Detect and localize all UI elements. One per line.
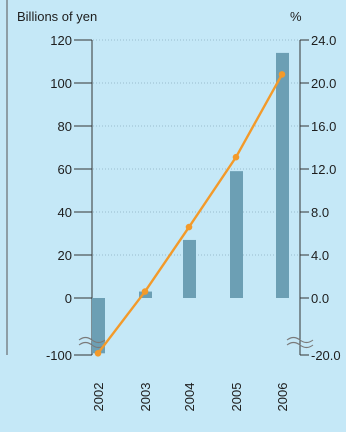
y-axis-right-tick-label: 0.0 xyxy=(311,291,329,306)
bar xyxy=(230,171,243,298)
bar xyxy=(92,298,105,354)
line-point xyxy=(141,288,149,295)
line-point xyxy=(278,71,286,78)
axis-break-mark xyxy=(286,336,314,344)
bar xyxy=(276,52,289,299)
line-point xyxy=(94,349,102,357)
y-axis-right-tick-label: 20.0 xyxy=(311,76,336,91)
axes: 120 100 80 60 40 20 0 -100 24.0 20.0 16.0 12.0 8.0 4.… xyxy=(46,33,341,363)
bar-series xyxy=(92,52,289,354)
x-axis-tick-label: 2004 xyxy=(182,383,197,412)
y-axis-right-tick-label: 12.0 xyxy=(311,162,336,177)
y-axis-left-tick-label: 60 xyxy=(58,162,72,177)
y-axis-left-label: Billions of yen xyxy=(17,9,97,24)
y-axis-right-tick-label: 16.0 xyxy=(311,119,336,134)
line-point xyxy=(232,153,240,161)
y-axis-right-tick-label: 24.0 xyxy=(311,33,336,48)
y-axis-right-tick-label: -20.0 xyxy=(311,348,341,363)
axis-break-mark xyxy=(78,341,106,349)
axis-breaks xyxy=(78,336,314,349)
line-point xyxy=(185,223,193,231)
x-axis-tick-label: 2002 xyxy=(91,383,106,412)
x-axis-tick-label: 2006 xyxy=(275,383,290,412)
y-axis-right-tick-label: 8.0 xyxy=(311,205,329,220)
bar xyxy=(183,239,196,298)
line-series xyxy=(94,71,286,357)
x-axis-labels: 2002 2003 2004 2005 2006 xyxy=(91,383,290,412)
y-axis-right-tick-label: 4.0 xyxy=(311,248,329,263)
x-axis-tick-label: 2005 xyxy=(229,383,244,412)
y-axis-left-tick-label: 120 xyxy=(50,33,72,48)
x-axis-tick-label: 2003 xyxy=(138,383,153,412)
y-axis-left-tick-label: 80 xyxy=(58,119,72,134)
y-axis-left-tick-label: 0 xyxy=(65,291,72,306)
y-axis-left-tick-label: 20 xyxy=(58,248,72,263)
y-axis-left-tick-label: 100 xyxy=(50,76,72,91)
y-axis-left-tick-label: -100 xyxy=(46,348,72,363)
axis-break-mark xyxy=(78,336,106,344)
y-axis-right-label: % xyxy=(290,9,302,24)
axis-break-mark xyxy=(286,341,314,349)
y-axis-left-tick-label: 40 xyxy=(58,205,72,220)
